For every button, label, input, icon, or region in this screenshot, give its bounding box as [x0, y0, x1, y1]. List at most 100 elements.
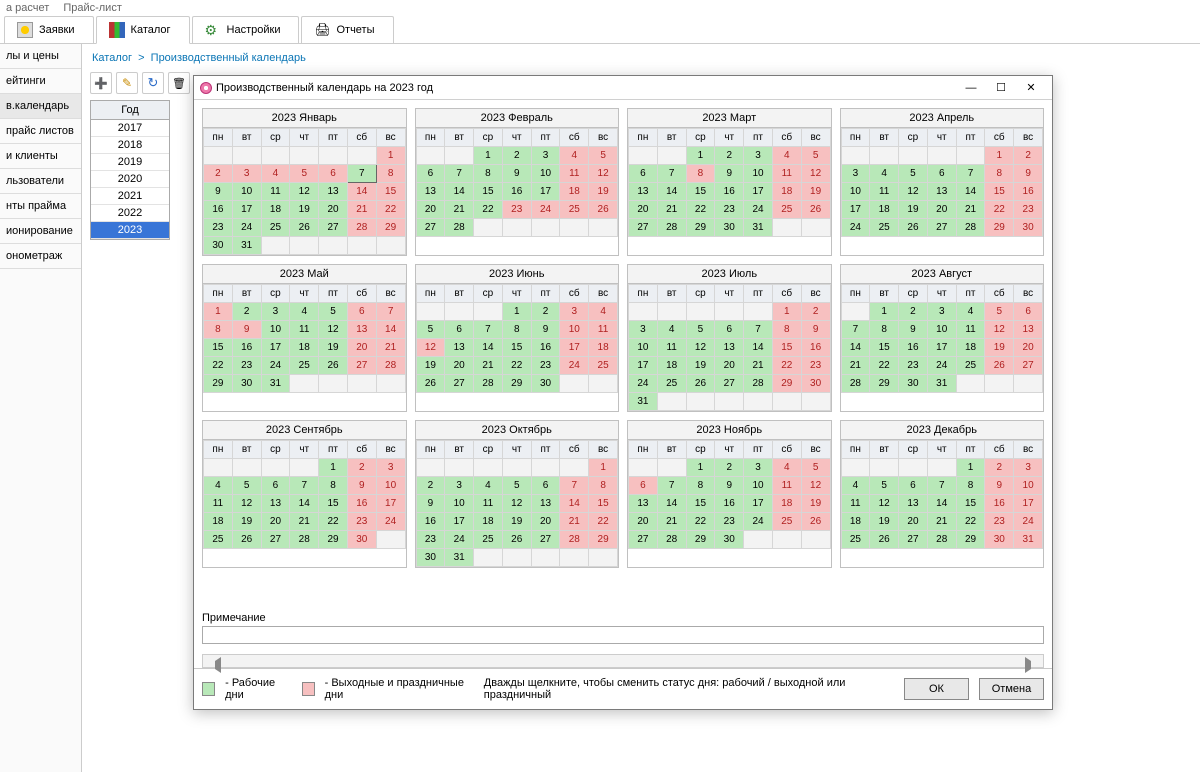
- day-cell[interactable]: 12: [290, 183, 319, 201]
- menu-item[interactable]: Прайс-лист: [63, 2, 122, 16]
- breadcrumb-link[interactable]: Производственный календарь: [151, 52, 306, 64]
- day-cell[interactable]: 5: [589, 147, 618, 165]
- day-cell[interactable]: 3: [1014, 459, 1043, 477]
- day-cell[interactable]: 9: [985, 477, 1014, 495]
- tab-настройки[interactable]: Настройки: [192, 16, 300, 43]
- day-cell[interactable]: 8: [686, 477, 715, 495]
- day-cell[interactable]: 15: [686, 495, 715, 513]
- day-cell[interactable]: 26: [686, 375, 715, 393]
- day-cell[interactable]: 1: [502, 303, 531, 321]
- day-cell[interactable]: 17: [232, 201, 261, 219]
- day-cell[interactable]: 5: [290, 165, 319, 183]
- day-cell[interactable]: 26: [801, 201, 830, 219]
- day-cell[interactable]: 19: [319, 339, 348, 357]
- refresh-button[interactable]: [142, 72, 164, 94]
- day-cell[interactable]: 4: [841, 477, 870, 495]
- day-cell[interactable]: 24: [261, 357, 290, 375]
- year-row[interactable]: 2020: [91, 171, 169, 188]
- day-cell[interactable]: 9: [801, 321, 830, 339]
- day-cell[interactable]: 3: [744, 459, 773, 477]
- day-cell[interactable]: 5: [319, 303, 348, 321]
- day-cell[interactable]: 22: [956, 513, 985, 531]
- day-cell[interactable]: 3: [927, 303, 956, 321]
- day-cell[interactable]: 11: [956, 321, 985, 339]
- day-cell[interactable]: 6: [531, 477, 560, 495]
- day-cell[interactable]: 8: [956, 477, 985, 495]
- day-cell[interactable]: 3: [261, 303, 290, 321]
- day-cell[interactable]: 25: [204, 531, 233, 549]
- day-cell[interactable]: 2: [899, 303, 928, 321]
- day-cell[interactable]: 6: [629, 165, 658, 183]
- day-cell[interactable]: 25: [772, 513, 801, 531]
- day-cell[interactable]: 28: [445, 219, 474, 237]
- day-cell[interactable]: 23: [416, 531, 445, 549]
- day-cell[interactable]: 9: [715, 477, 744, 495]
- day-cell[interactable]: 19: [589, 183, 618, 201]
- day-cell[interactable]: 19: [686, 357, 715, 375]
- day-cell[interactable]: 21: [744, 357, 773, 375]
- day-cell[interactable]: 5: [985, 303, 1014, 321]
- day-cell[interactable]: 4: [474, 477, 503, 495]
- day-cell[interactable]: 2: [715, 147, 744, 165]
- day-cell[interactable]: 15: [502, 339, 531, 357]
- day-cell[interactable]: 26: [232, 531, 261, 549]
- day-cell[interactable]: 30: [715, 531, 744, 549]
- day-cell[interactable]: 30: [715, 219, 744, 237]
- day-cell[interactable]: 5: [416, 321, 445, 339]
- day-cell[interactable]: 18: [841, 513, 870, 531]
- day-cell[interactable]: 28: [560, 531, 589, 549]
- day-cell[interactable]: 19: [899, 201, 928, 219]
- day-cell[interactable]: 26: [502, 531, 531, 549]
- day-cell[interactable]: 29: [985, 219, 1014, 237]
- day-cell[interactable]: 2: [204, 165, 233, 183]
- day-cell[interactable]: 5: [899, 165, 928, 183]
- day-cell[interactable]: 30: [985, 531, 1014, 549]
- day-cell[interactable]: 6: [1014, 303, 1043, 321]
- day-cell[interactable]: 20: [715, 357, 744, 375]
- day-cell[interactable]: 1: [956, 459, 985, 477]
- day-cell[interactable]: 11: [870, 183, 899, 201]
- day-cell[interactable]: 26: [416, 375, 445, 393]
- day-cell[interactable]: 13: [629, 495, 658, 513]
- day-cell[interactable]: 8: [772, 321, 801, 339]
- tab-каталог[interactable]: Каталог: [96, 16, 190, 44]
- day-cell[interactable]: 24: [744, 201, 773, 219]
- day-cell[interactable]: 22: [870, 357, 899, 375]
- day-cell[interactable]: 18: [956, 339, 985, 357]
- day-cell[interactable]: 13: [1014, 321, 1043, 339]
- day-cell[interactable]: 4: [589, 303, 618, 321]
- day-cell[interactable]: 11: [560, 165, 589, 183]
- day-cell[interactable]: 8: [319, 477, 348, 495]
- day-cell[interactable]: 10: [232, 183, 261, 201]
- day-cell[interactable]: 22: [319, 513, 348, 531]
- day-cell[interactable]: 19: [985, 339, 1014, 357]
- day-cell[interactable]: 30: [416, 549, 445, 567]
- day-cell[interactable]: 23: [715, 201, 744, 219]
- day-cell[interactable]: 20: [531, 513, 560, 531]
- close-button[interactable]: ✕: [1016, 78, 1046, 98]
- day-cell[interactable]: 23: [204, 219, 233, 237]
- day-cell[interactable]: 2: [416, 477, 445, 495]
- day-cell[interactable]: 4: [956, 303, 985, 321]
- day-cell[interactable]: 21: [956, 201, 985, 219]
- day-cell[interactable]: 10: [531, 165, 560, 183]
- day-cell[interactable]: 9: [899, 321, 928, 339]
- day-cell[interactable]: 20: [319, 201, 348, 219]
- day-cell[interactable]: 6: [715, 321, 744, 339]
- day-cell[interactable]: 1: [319, 459, 348, 477]
- day-cell[interactable]: 15: [686, 183, 715, 201]
- day-cell[interactable]: 7: [290, 477, 319, 495]
- day-cell[interactable]: 3: [841, 165, 870, 183]
- day-cell[interactable]: 16: [502, 183, 531, 201]
- day-cell[interactable]: 18: [290, 339, 319, 357]
- day-cell[interactable]: 10: [629, 339, 658, 357]
- day-cell[interactable]: 20: [416, 201, 445, 219]
- day-cell[interactable]: 7: [560, 477, 589, 495]
- hscrollbar[interactable]: [202, 654, 1044, 668]
- day-cell[interactable]: 14: [927, 495, 956, 513]
- day-cell[interactable]: 30: [899, 375, 928, 393]
- day-cell[interactable]: 5: [870, 477, 899, 495]
- day-cell[interactable]: 9: [1014, 165, 1043, 183]
- day-cell[interactable]: 7: [347, 165, 376, 183]
- day-cell[interactable]: 12: [232, 495, 261, 513]
